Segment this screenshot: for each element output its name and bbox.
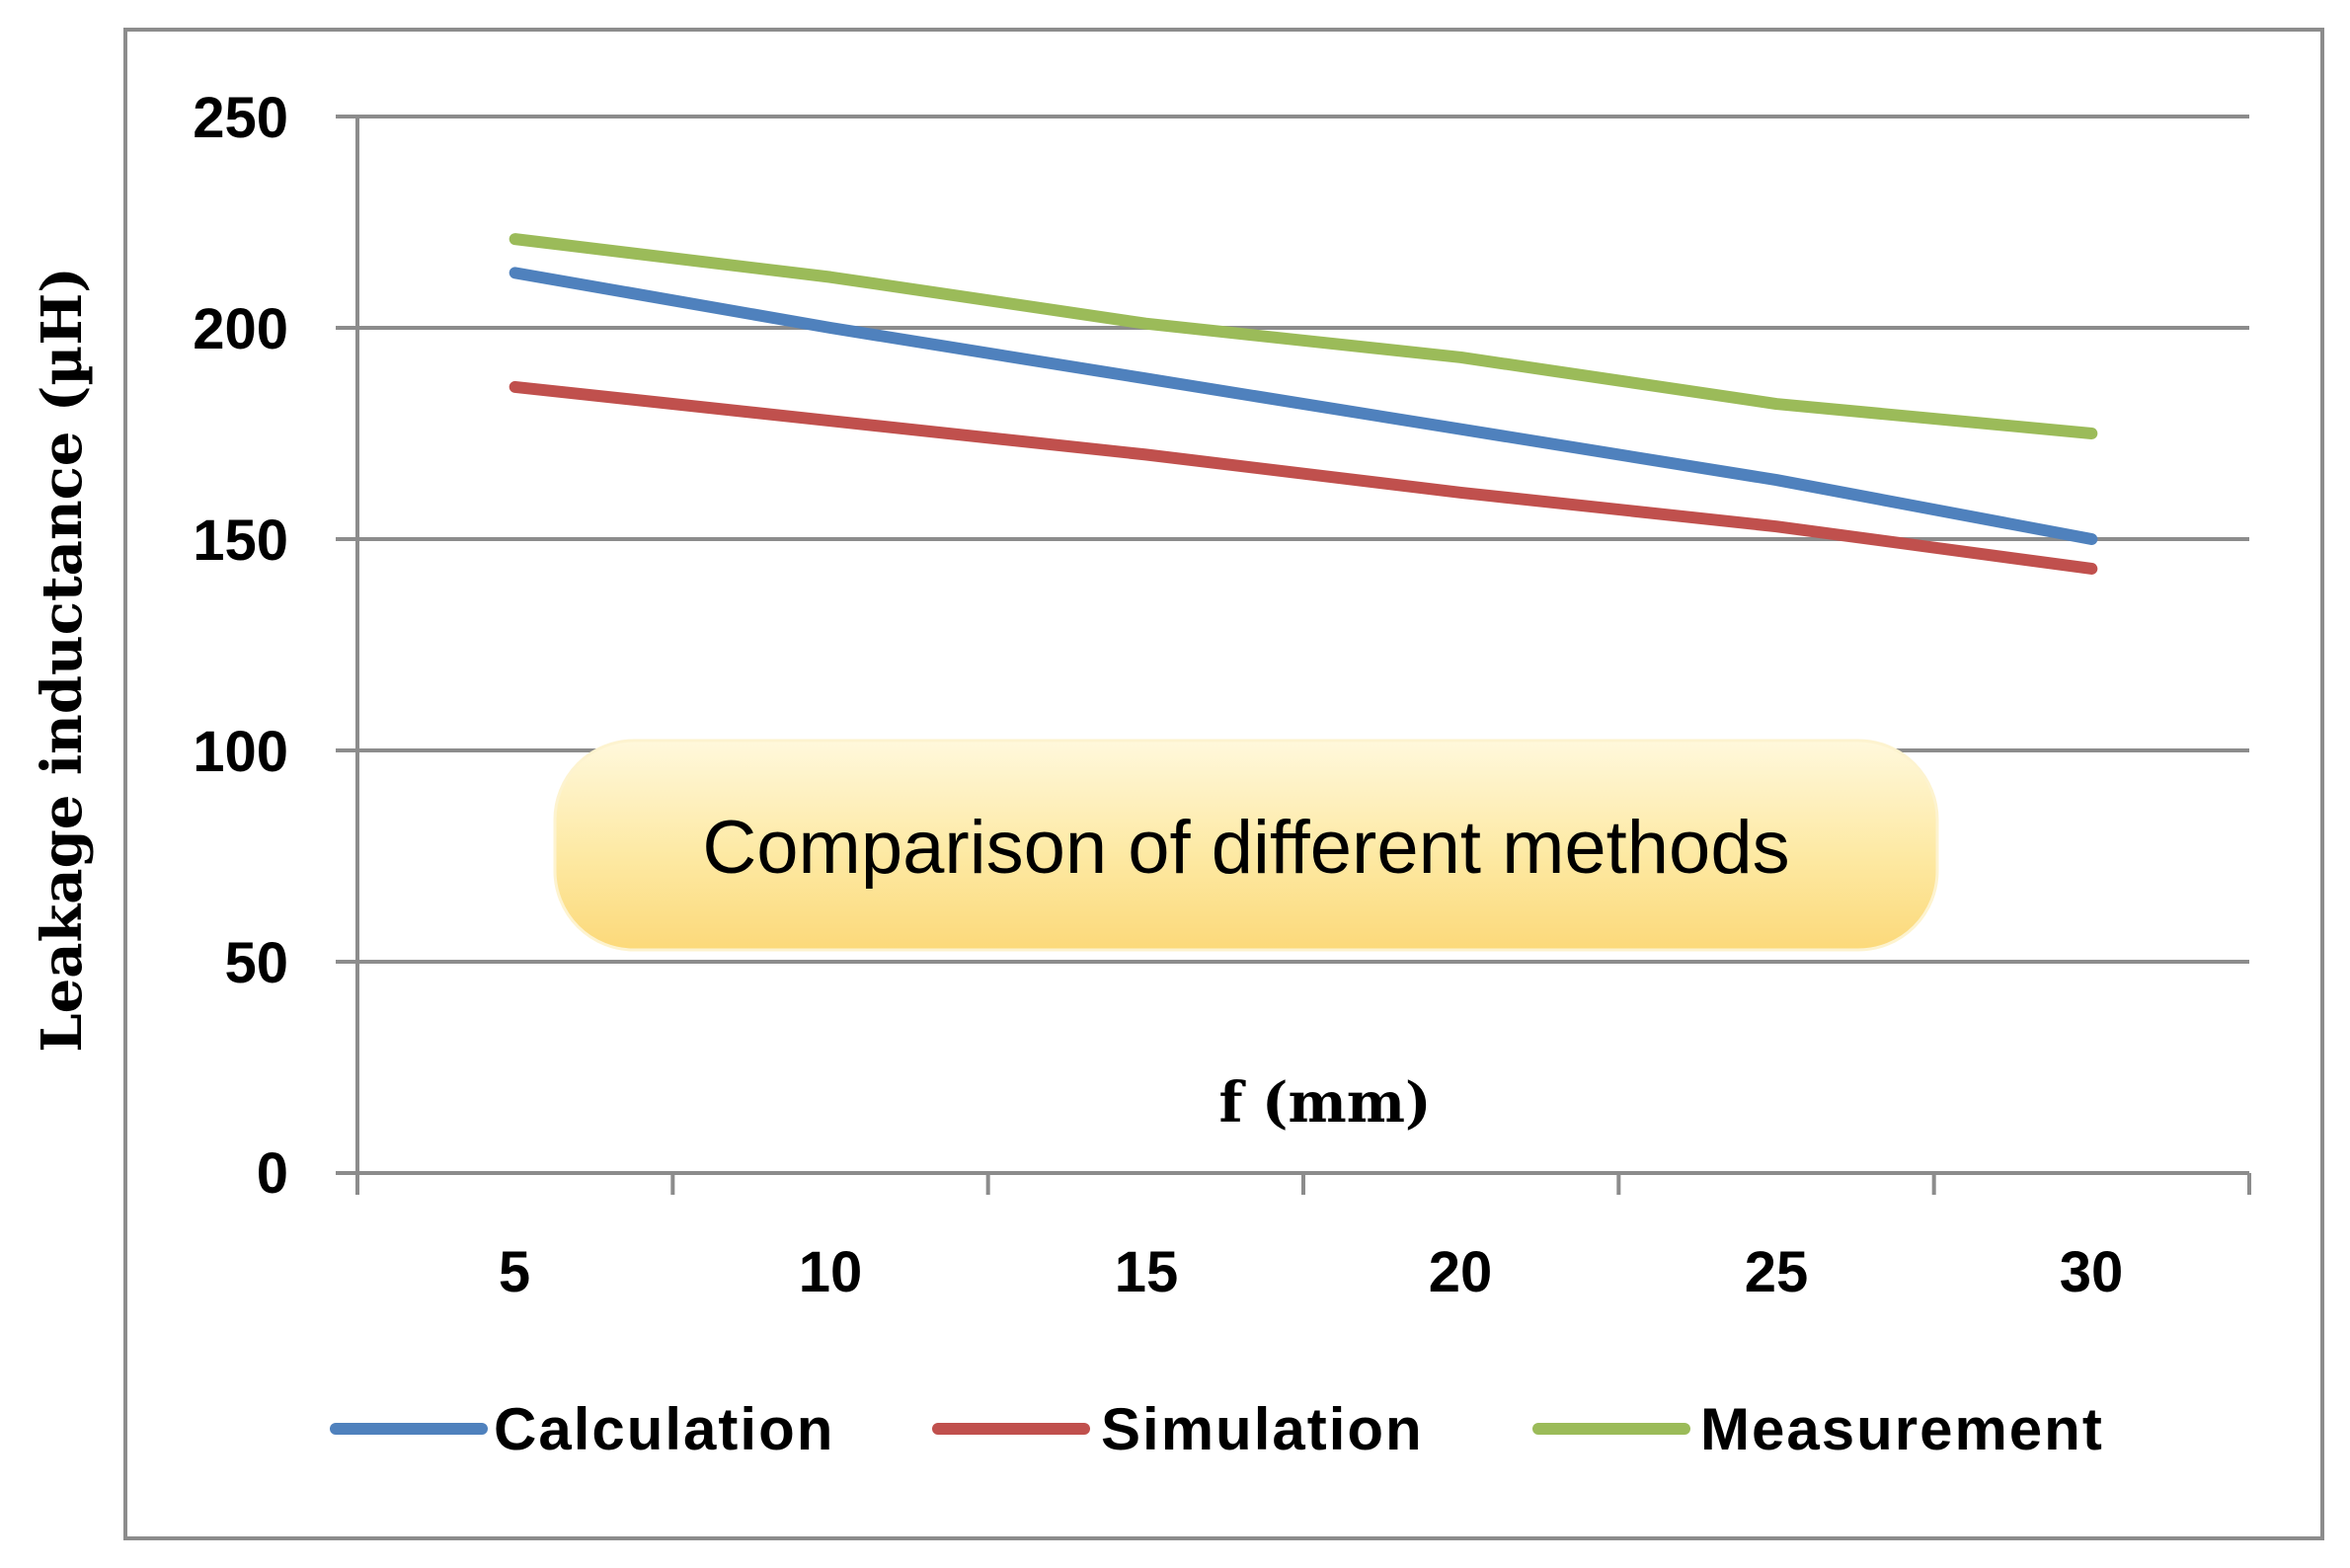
legend-label-simulation: Simulation <box>1101 1396 1424 1462</box>
x-tick-label: 30 <box>2060 1240 2124 1304</box>
y-tick-label: 0 <box>257 1141 288 1206</box>
x-tick-label: 10 <box>799 1240 863 1304</box>
series-line-calculation <box>509 267 2098 545</box>
chart-title-box: Comparison of different methods <box>553 739 1939 952</box>
series-lines <box>509 233 2098 575</box>
legend-label-calculation: Calculation <box>494 1396 834 1462</box>
chart-title: Comparison of different methods <box>702 806 1789 890</box>
y-tick-label: 150 <box>193 509 288 573</box>
y-tick-labels: 0 50 100 150 200 250 <box>193 86 288 1206</box>
y-tick-label: 250 <box>193 86 288 150</box>
legend-label-measurement: Measurement <box>1700 1396 2104 1462</box>
x-tick-label: 15 <box>1115 1240 1179 1304</box>
x-tick-label: 5 <box>499 1240 530 1304</box>
x-tick-labels: 5 10 15 20 25 30 <box>499 1240 2123 1304</box>
tick-marks <box>336 115 2251 1195</box>
x-tick-label: 20 <box>1429 1240 1493 1304</box>
x-axis-title: f (mm) <box>1218 1070 1431 1136</box>
y-tick-label: 50 <box>224 931 288 995</box>
legend: Calculation Simulation Measurement <box>330 1396 2104 1462</box>
y-tick-label: 100 <box>193 720 288 784</box>
y-axis-title: Leakage inductance (µH) <box>30 267 95 1053</box>
series-line-simulation <box>509 380 2098 575</box>
y-tick-label: 200 <box>193 297 288 361</box>
x-tick-label: 25 <box>1745 1240 1809 1304</box>
chart-title-background <box>553 739 1939 952</box>
series-line-measurement <box>509 233 2098 439</box>
